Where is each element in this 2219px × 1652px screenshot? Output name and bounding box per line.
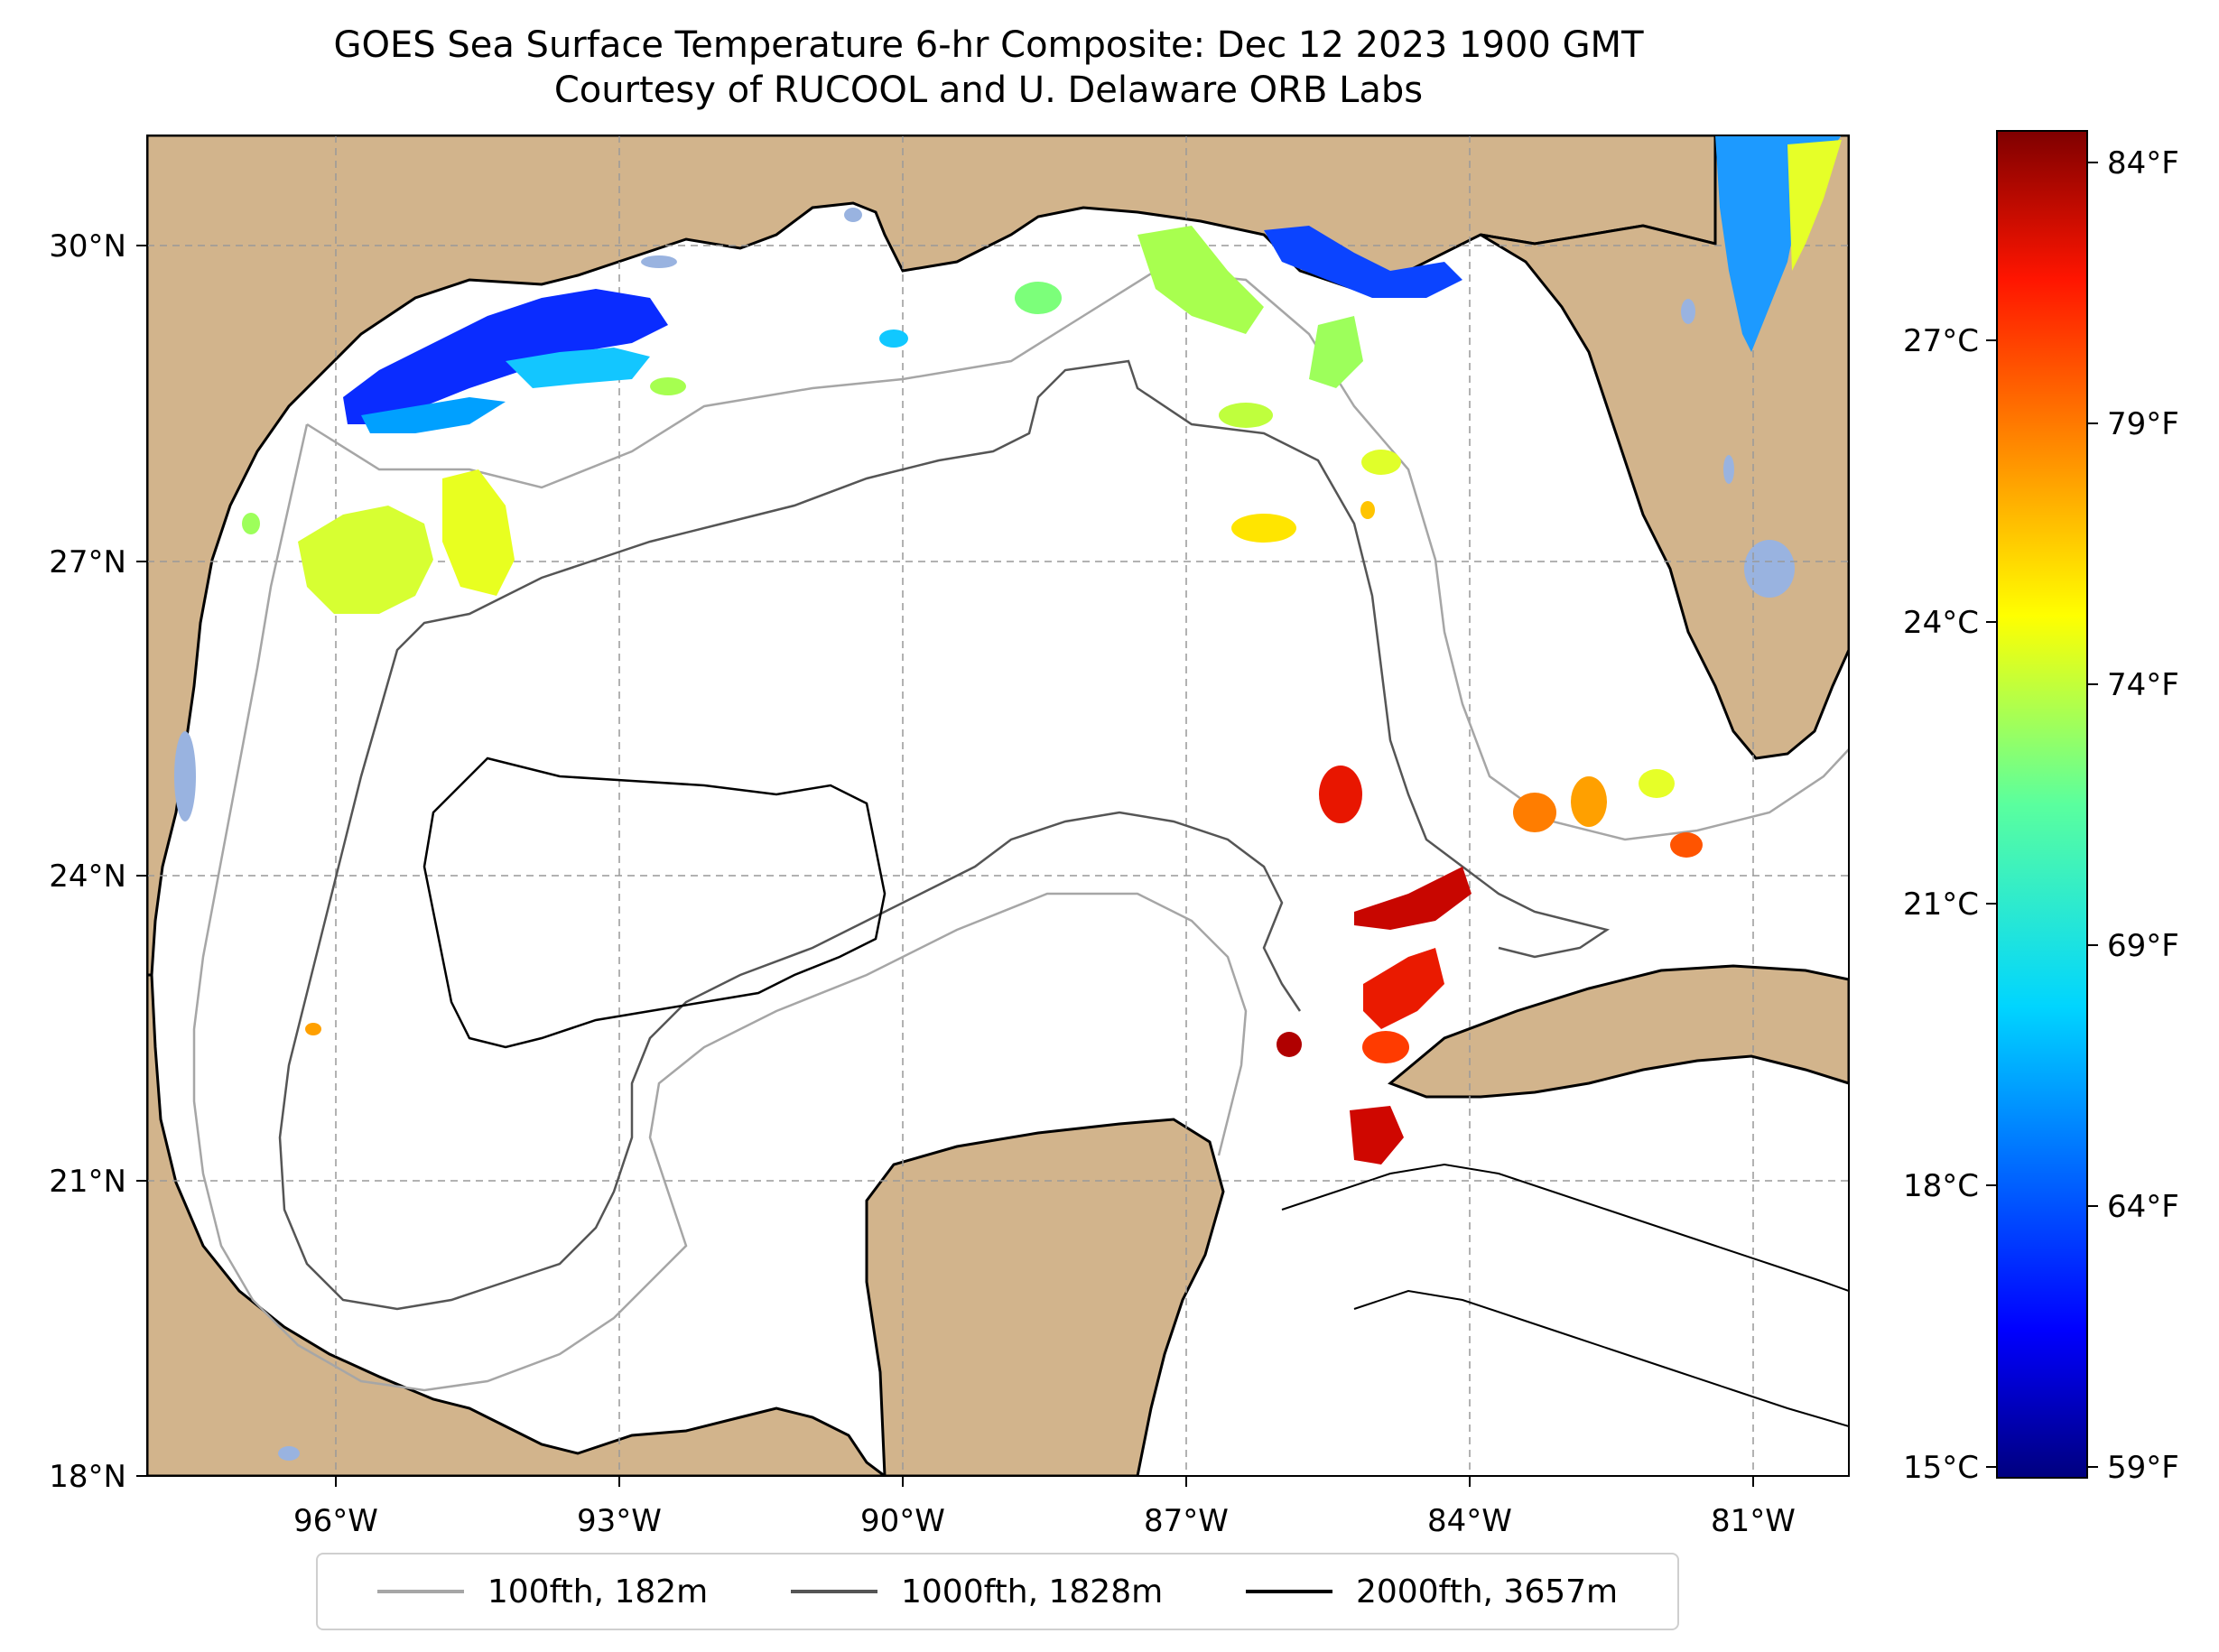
- colorbar-fahrenheit-label: 69°F: [2107, 928, 2179, 964]
- legend-label: 1000fth, 1828m: [901, 1573, 1164, 1610]
- land-mexico: [147, 973, 887, 1476]
- sst-patches: [242, 135, 1842, 1165]
- legend-swatch: [1245, 1590, 1332, 1593]
- colorbar-celsius-label: 24°C: [1903, 605, 1979, 641]
- colorbar-celsius-label: 15°C: [1903, 1450, 1979, 1486]
- contour-1000fth: [278, 359, 1611, 1311]
- lat-tick-label: 24°N: [49, 858, 126, 895]
- land-cuba: [1388, 964, 1849, 1099]
- colorbar-fahrenheit-label: 74°F: [2107, 667, 2179, 703]
- contour-2000fth-caribbean: [1281, 1163, 1849, 1427]
- map-subtitle: Courtesy of RUCOOL and U. Delaware ORB L…: [553, 70, 1424, 111]
- colorbar-celsius-ticks: [1986, 339, 1997, 1468]
- contour-2000fth: [422, 756, 887, 1049]
- graticule: [147, 135, 1849, 1476]
- lon-tick-label: 81°W: [1711, 1503, 1796, 1539]
- lat-tick-label: 21°N: [49, 1164, 126, 1200]
- colorbar-fahrenheit-label: 79°F: [2107, 406, 2179, 442]
- legend-label: 2000fth, 3657m: [1355, 1573, 1619, 1610]
- lat-tick-label: 30°N: [49, 228, 126, 265]
- legend-item-100fth: 100fth, 182m: [376, 1573, 709, 1610]
- colorbar-fahrenheit-ticks: [2087, 162, 2098, 1468]
- colorbar-celsius-label: 21°C: [1903, 886, 1979, 923]
- colorbar: [1996, 130, 2088, 1479]
- lat-tick-label: 27°N: [49, 544, 126, 580]
- colorbar-fahrenheit-label: 64°F: [2107, 1189, 2179, 1225]
- colorbar-celsius-label: 27°C: [1903, 323, 1979, 359]
- contour-legend: 100fth, 182m 1000fth, 1828m 2000fth, 365…: [316, 1553, 1679, 1630]
- lon-tick-label: 87°W: [1144, 1503, 1229, 1539]
- tick-marks: [136, 245, 1754, 1487]
- legend-item-2000fth: 2000fth, 3657m: [1245, 1573, 1619, 1610]
- lon-tick-label: 93°W: [577, 1503, 662, 1539]
- contour-100fth: [192, 269, 1849, 1392]
- colorbar-celsius-label: 18°C: [1903, 1168, 1979, 1204]
- lat-tick-label: 18°N: [49, 1459, 126, 1495]
- legend-item-1000fth: 1000fth, 1828m: [791, 1573, 1163, 1610]
- legend-label: 100fth, 182m: [487, 1573, 709, 1610]
- lon-tick-label: 96°W: [293, 1503, 378, 1539]
- lakes: [174, 208, 1795, 1461]
- map-frame: [146, 135, 1850, 1477]
- legend-swatch: [376, 1590, 464, 1593]
- land-yucatan: [865, 1118, 1225, 1476]
- lon-tick-label: 90°W: [860, 1503, 945, 1539]
- legend-swatch: [791, 1590, 877, 1593]
- colorbar-fahrenheit-label: 59°F: [2107, 1450, 2179, 1486]
- map-title: GOES Sea Surface Temperature 6-hr Compos…: [333, 24, 1644, 66]
- lon-tick-label: 84°W: [1427, 1503, 1512, 1539]
- colorbar-fahrenheit-label: 84°F: [2107, 145, 2179, 181]
